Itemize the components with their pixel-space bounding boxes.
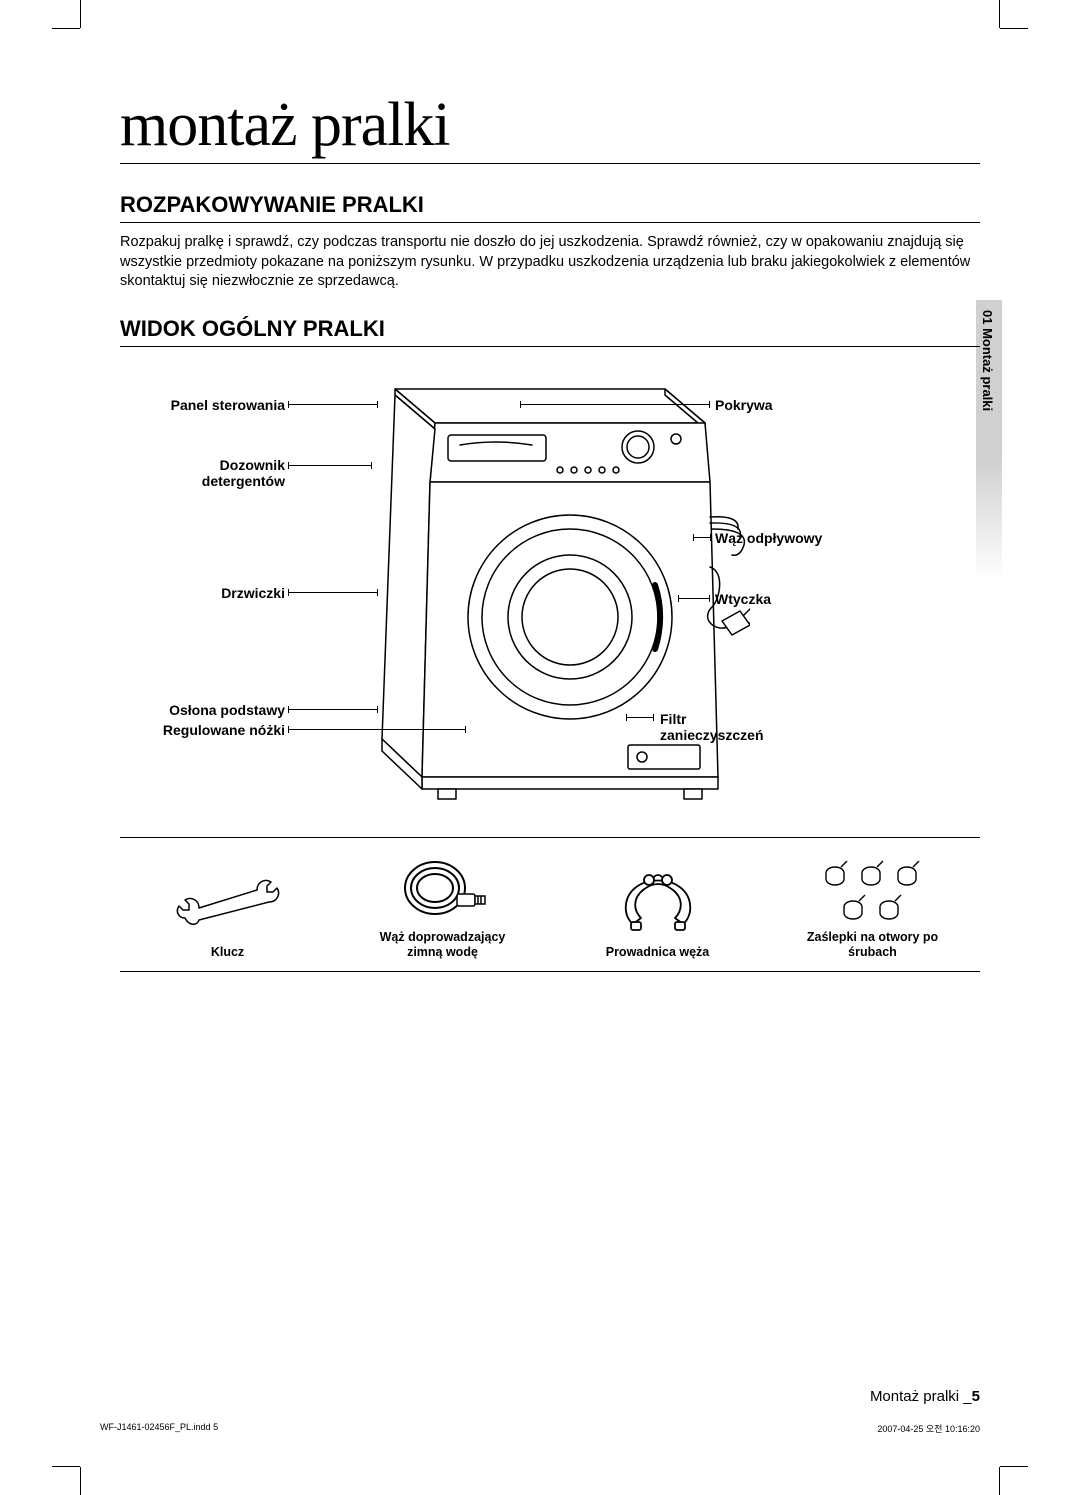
leader-drain-hose <box>693 537 711 538</box>
label-debris-filter: Filtr zanieczyszczeń <box>660 711 764 743</box>
leader-detergent-drawer <box>288 465 372 466</box>
section-unpacking-title: ROZPAKOWYWANIE PRALKI <box>120 192 980 223</box>
section-unpacking-body: Rozpakuj pralkę i sprawdź, czy podczas t… <box>120 233 980 292</box>
accessory-hose-guide: Prowadnica węża <box>550 867 765 961</box>
print-footer-left: WF-J1461-02456F_PL.indd 5 <box>100 1422 218 1435</box>
accessory-bolt-covers-label: Zaślepki na otwory po śrubach <box>807 930 938 961</box>
bolt-covers-icon <box>813 852 933 924</box>
accessory-cold-hose: Wąż doprowadzający zimną wodę <box>335 852 550 961</box>
hose-guide-icon <box>613 867 703 939</box>
leader-base-cover <box>288 709 378 710</box>
leader-adjustable-feet <box>288 729 466 730</box>
accessory-cold-hose-label: Wąż doprowadzający zimną wodę <box>380 930 506 961</box>
accessory-bolt-covers: Zaślepki na otwory po śrubach <box>765 852 980 961</box>
label-adjustable-feet: Regulowane nóżki <box>163 722 285 738</box>
leader-debris-filter <box>626 717 654 718</box>
accessories-row: Klucz W <box>120 837 980 972</box>
washer-diagram: Panel sterowania Dozownik detergentów Dr… <box>120 357 980 837</box>
accessory-wrench-label: Klucz <box>211 945 244 961</box>
washer-illustration <box>360 367 750 827</box>
print-footer: WF-J1461-02456F_PL.indd 5 2007-04-25 오전 … <box>100 1422 980 1435</box>
print-footer-right: 2007-04-25 오전 10:16:20 <box>877 1422 980 1435</box>
label-door: Drzwiczki <box>221 585 285 601</box>
leader-plug <box>678 598 710 599</box>
main-title: montaż pralki <box>120 90 980 164</box>
label-drain-hose: Wąż odpływowy <box>715 530 822 546</box>
page-footer: Montaż pralki _5 <box>870 1388 980 1405</box>
label-base-cover: Osłona podstawy <box>169 702 285 718</box>
label-plug: Wtyczka <box>715 591 771 607</box>
accessory-wrench: Klucz <box>120 867 335 961</box>
section-overview-title: WIDOK OGÓLNY PRALKI <box>120 316 980 347</box>
cold-hose-icon <box>393 852 493 924</box>
wrench-icon <box>173 867 283 939</box>
leader-control-panel <box>288 404 378 405</box>
label-top-cover: Pokrywa <box>715 397 773 413</box>
leader-door <box>288 592 378 593</box>
page-content: montaż pralki ROZPAKOWYWANIE PRALKI Rozp… <box>120 90 980 1405</box>
side-tab-label: 01 Montaż pralki <box>980 310 995 411</box>
leader-top-cover <box>520 404 710 405</box>
label-detergent-drawer: Dozownik detergentów <box>202 457 285 489</box>
accessory-hose-guide-label: Prowadnica węża <box>606 945 710 961</box>
label-control-panel: Panel sterowania <box>171 397 285 413</box>
